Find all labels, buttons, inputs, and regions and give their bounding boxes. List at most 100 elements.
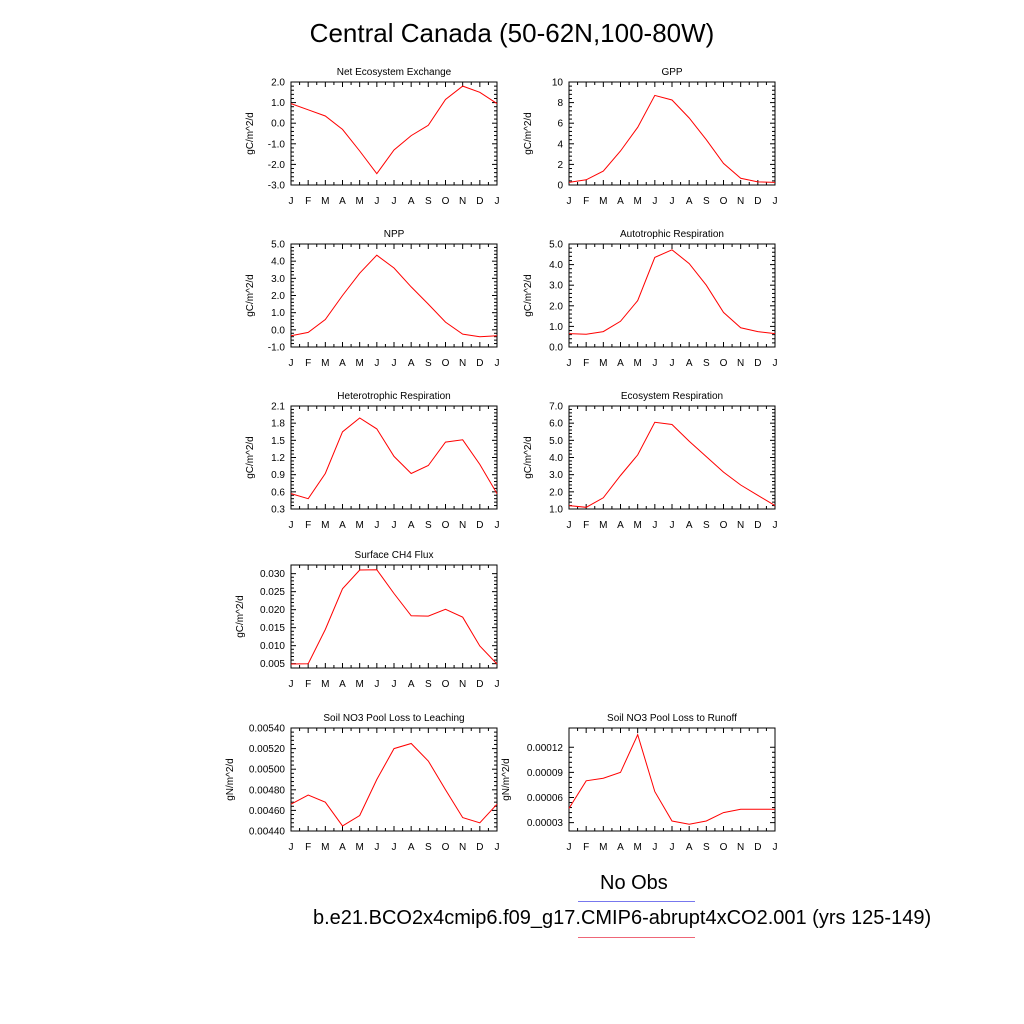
y-tick-label: 5.0 [549,436,563,447]
y-tick-label: 0.9 [271,470,285,481]
y-tick-label: 4 [557,139,563,150]
x-tick-label: O [442,842,450,853]
x-tick-label: J [392,520,397,531]
y-tick-label: 1.0 [549,322,563,333]
y-tick-label: 0.00540 [249,724,286,735]
x-tick-label: J [652,520,657,531]
x-tick-label: J [773,842,778,853]
x-tick-label: N [737,520,744,531]
x-tick-label: J [670,358,675,369]
x-tick-label: D [754,196,761,207]
x-tick-label: O [442,520,450,531]
x-tick-label: O [442,196,450,207]
x-tick-label: S [425,842,432,853]
x-tick-label: J [392,842,397,853]
y-tick-label: 0.00012 [527,743,564,754]
x-tick-label: M [355,679,363,690]
y-tick-label: 1.2 [271,453,285,464]
x-tick-label: A [408,358,415,369]
x-tick-label: M [633,842,641,853]
y-axis-label: gC/m^2/d [245,436,256,479]
panel-title: Ecosystem Respiration [621,391,723,402]
panel-title: Net Ecosystem Exchange [337,67,452,78]
y-tick-label: 10 [552,78,564,89]
y-tick-label: -3.0 [268,181,286,192]
plot-frame [568,243,776,348]
plot-frame [290,564,498,669]
y-tick-label: 0.0 [271,325,285,336]
series-line [568,421,776,508]
x-tick-label: M [355,196,363,207]
series-line [290,569,498,665]
series-line [290,742,498,827]
x-tick-label: J [670,520,675,531]
x-tick-label: M [599,196,607,207]
panel-title: Heterotrophic Respiration [337,391,450,402]
y-tick-label: 2 [557,160,563,171]
x-tick-label: F [305,842,311,853]
x-tick-label: F [583,358,589,369]
x-tick-label: F [583,842,589,853]
x-tick-label: M [599,842,607,853]
x-tick-label: M [355,358,363,369]
x-tick-label: M [321,196,329,207]
x-tick-label: J [289,358,294,369]
y-tick-label: 1.0 [271,308,285,319]
x-tick-label: S [703,842,710,853]
y-tick-label: 0.015 [260,623,285,634]
x-tick-label: J [374,358,379,369]
panel-title: GPP [661,67,682,78]
y-tick-label: 1.8 [271,419,285,430]
x-tick-label: D [754,520,761,531]
x-tick-label: S [425,196,432,207]
x-tick-label: A [617,358,624,369]
x-tick-label: O [442,679,450,690]
x-tick-label: N [737,196,744,207]
y-tick-label: 0.020 [260,605,285,616]
x-tick-label: M [321,679,329,690]
y-tick-label: 0.6 [271,487,285,498]
x-tick-label: J [495,679,500,690]
chart-panel-4: J F M A M J J A S O N D J0.01.02.03.04.05.0Autotroph… [523,229,778,369]
x-tick-label: A [339,842,346,853]
legend-obs-label: No Obs [600,872,668,894]
x-tick-label: J [495,842,500,853]
x-tick-label: O [720,196,728,207]
y-tick-label: 0.00009 [527,768,564,779]
x-tick-label: S [703,196,710,207]
y-tick-label: 4.0 [271,257,285,268]
x-tick-label: A [617,196,624,207]
y-tick-label: 1.0 [549,505,563,516]
x-tick-label: A [339,679,346,690]
y-axis-label: gC/m^2/d [523,436,534,479]
plot-frame [290,727,498,832]
x-tick-label: F [305,679,311,690]
panel-title: Soil NO3 Pool Loss to Runoff [607,713,737,724]
x-tick-label: J [392,196,397,207]
x-tick-label: M [599,520,607,531]
y-tick-label: 0.00006 [527,793,564,804]
plot-frame [290,405,498,510]
x-tick-label: M [633,520,641,531]
x-tick-label: J [567,842,572,853]
y-tick-label: 0.0 [549,343,563,354]
x-tick-label: S [425,358,432,369]
plot-frame [568,81,776,186]
y-tick-label: 5.0 [549,240,563,251]
y-axis-label: gC/m^2/d [523,112,534,155]
x-tick-label: J [652,196,657,207]
x-tick-label: O [720,842,728,853]
x-tick-label: J [374,520,379,531]
y-tick-label: 0.010 [260,641,285,652]
panel-title: Soil NO3 Pool Loss to Leaching [323,713,464,724]
panel-title: Surface CH4 Flux [355,550,434,561]
legend-case-label: b.e21.BCO2x4cmip6.f09_g17.CMIP6-abrupt4x… [313,907,932,929]
x-tick-label: S [425,520,432,531]
y-axis-label: gC/m^2/d [245,112,256,155]
x-tick-label: O [720,520,728,531]
chart-panel-9: J F M A M J J A S O N D J0.000030.000060.000090.0001… [501,713,778,853]
y-tick-label: 0.3 [271,505,285,516]
y-tick-label: 0.0 [271,119,285,130]
y-tick-label: 1.5 [271,436,285,447]
